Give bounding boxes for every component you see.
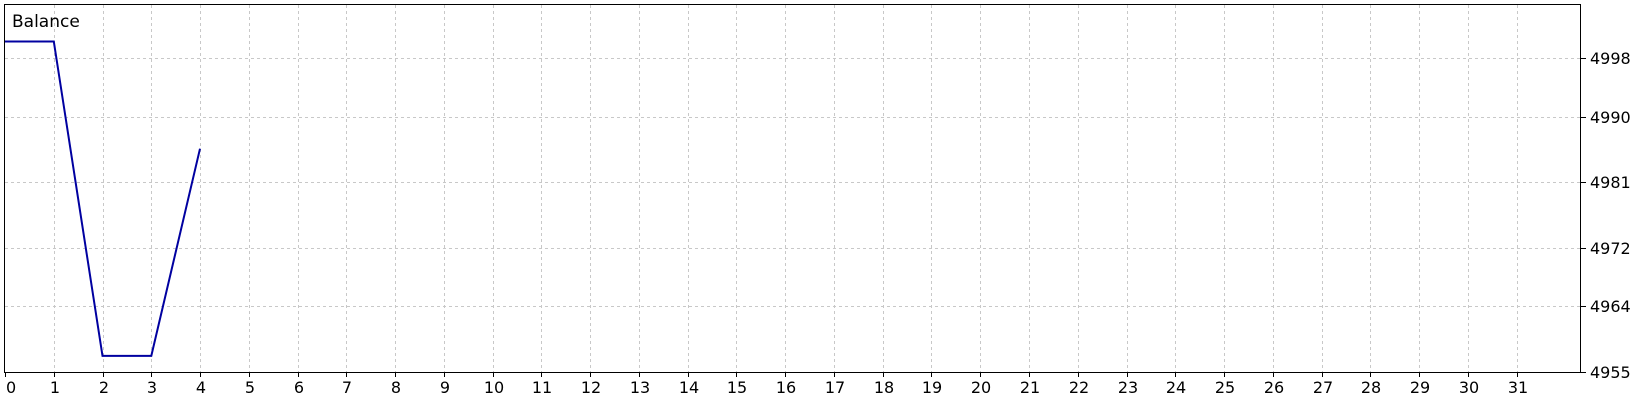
chart-title: Balance [12,12,80,32]
y-tick-label: 4981 [1590,173,1631,192]
x-tick-label: 18 [874,378,894,397]
y-tick-label: 4990 [1590,108,1631,127]
x-tick-label: 7 [342,378,352,397]
x-tick-label: 27 [1313,378,1333,397]
balance-series-line [5,40,201,357]
x-tick-label: 20 [971,378,991,397]
x-tick-label: 0 [6,378,16,397]
x-axis-ticks: 0 1 2 3 4 5 6 7 8 9 10 11 12 13 14 15 16 17 18 19 20 21 22 23 24… [5,372,1528,397]
x-tick-label: 31 [1508,378,1528,397]
x-tick-label: 1 [50,378,60,397]
x-tick-label: 9 [440,378,450,397]
y-tick-label: 4964 [1590,297,1631,316]
x-tick-label: 16 [776,378,796,397]
x-tick-label: 2 [99,378,109,397]
x-tick-label: 11 [532,378,552,397]
x-tick-label: 19 [922,378,942,397]
plot-frame [4,4,1581,373]
x-tick-label: 26 [1264,378,1284,397]
x-tick-label: 10 [484,378,504,397]
x-tick-label: 17 [825,378,845,397]
y-tick-label: 4998 [1590,49,1631,68]
x-tick-label: 3 [147,378,157,397]
plot-background [4,4,1580,372]
x-tick-label: 14 [679,378,699,397]
x-tick-label: 28 [1361,378,1381,397]
x-tick-label: 12 [581,378,601,397]
x-tick-label: 8 [391,378,401,397]
x-tick-label: 25 [1215,378,1235,397]
y-tick-label: 4972 [1590,239,1631,258]
x-tick-label: 30 [1459,378,1479,397]
x-tick-label: 23 [1118,378,1138,397]
y-tick-label: 4955 [1590,363,1631,382]
x-tick-label: 29 [1410,378,1430,397]
x-tick-label: 4 [196,378,206,397]
x-tick-label: 5 [245,378,255,397]
x-tick-label: 21 [1020,378,1040,397]
y-axis-ticks: 4955 4964 4972 4981 4990 4998 [1580,49,1631,382]
x-tick-label: 22 [1069,378,1089,397]
x-tick-label: 6 [294,378,304,397]
grid-layer [5,5,1580,372]
x-tick-label: 15 [727,378,747,397]
x-tick-label: 13 [630,378,650,397]
series-layer [5,40,201,357]
x-tick-label: 24 [1166,378,1186,397]
